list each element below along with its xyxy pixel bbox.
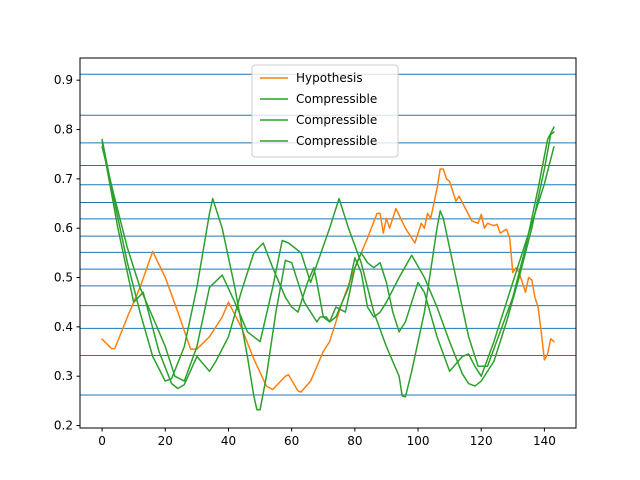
legend-label-3: Compressible bbox=[296, 134, 377, 148]
x-tick-label-0: 0 bbox=[98, 434, 106, 448]
x-tick-label-1: 20 bbox=[158, 434, 173, 448]
series-lines bbox=[101, 126, 555, 411]
series-line-2 bbox=[101, 131, 555, 411]
series-line-0 bbox=[101, 168, 555, 393]
y-tick-label-4: 0.6 bbox=[54, 221, 73, 235]
y-tick-label-2: 0.4 bbox=[54, 320, 73, 334]
x-tick-label-4: 80 bbox=[347, 434, 362, 448]
x-tick-label-2: 40 bbox=[221, 434, 236, 448]
x-tick-label-6: 120 bbox=[470, 434, 493, 448]
y-tick-label-0: 0.2 bbox=[54, 419, 73, 433]
y-tick-label-3: 0.5 bbox=[54, 271, 73, 285]
legend-label-0: Hypothesis bbox=[296, 71, 363, 85]
x-tick-label-5: 100 bbox=[407, 434, 430, 448]
x-tick-label-7: 140 bbox=[533, 434, 556, 448]
legend-label-2: Compressible bbox=[296, 113, 377, 127]
plot-area-frame bbox=[79, 57, 577, 429]
y-tick-label-6: 0.8 bbox=[54, 123, 73, 137]
x-axis: 0 20 40 60 80 100 120 140 bbox=[98, 428, 556, 448]
x-tick-label-3: 60 bbox=[284, 434, 299, 448]
y-tick-label-7: 0.9 bbox=[54, 73, 73, 87]
legend-box bbox=[251, 64, 399, 158]
legend-label-1: Compressible bbox=[296, 92, 377, 106]
y-axis: 0.2 0.3 0.4 0.5 0.6 0.7 0.8 0.9 bbox=[54, 73, 80, 433]
y-tick-label-5: 0.7 bbox=[54, 172, 73, 186]
series-line-1 bbox=[101, 141, 555, 390]
y-tick-label-1: 0.3 bbox=[54, 369, 73, 383]
legend: Hypothesis Compressible Compressible Compre… bbox=[251, 64, 399, 158]
series-line-3 bbox=[101, 126, 555, 398]
horizontal-reference-lines bbox=[80, 73, 576, 396]
